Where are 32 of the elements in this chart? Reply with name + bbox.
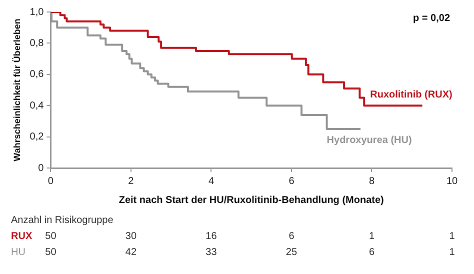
x-tick-label: 6: [288, 176, 295, 187]
text: 1: [368, 230, 375, 242]
text: 6: [368, 246, 375, 258]
text: 50: [45, 246, 57, 258]
y-tick-label: 0,8: [30, 38, 44, 49]
text: 25: [286, 246, 298, 258]
x-axis-title: Zeit nach Start der HU/Ruxolitinib-Behandlung (Monate): [118, 194, 384, 206]
series-label: Ruxolitinib (RUX): [370, 89, 452, 100]
text: 50: [45, 230, 57, 242]
text: HU: [11, 246, 26, 258]
x-tick-label: 10: [446, 176, 458, 187]
annotation: p = 0,02: [413, 12, 450, 24]
text: 1: [449, 246, 456, 258]
text: 30: [125, 230, 137, 242]
y-tick-label: 1,0: [30, 6, 44, 18]
text: 6: [288, 230, 295, 242]
y-tick-label: 0,2: [30, 132, 44, 143]
text: 16: [206, 230, 218, 242]
series-label: Hydroxyurea (HU): [326, 134, 412, 146]
text: 42: [125, 246, 137, 258]
text: RUX: [11, 230, 32, 242]
y-axis-title: Wahrscheinlichkeit für Überleben: [12, 18, 22, 162]
x-tick-label: 4: [208, 176, 214, 187]
text: 33: [206, 246, 218, 258]
y-tick-label: 0,4: [30, 100, 44, 112]
y-tick-label: 0: [38, 162, 44, 174]
y-tick-label: 0,6: [30, 69, 44, 80]
x-tick-label: 0: [48, 176, 54, 187]
text: Anzahl in Risikogruppe: [11, 214, 114, 226]
text: 1: [449, 230, 456, 242]
x-tick-label: 8: [368, 176, 375, 187]
x-tick-label: 2: [128, 176, 134, 187]
